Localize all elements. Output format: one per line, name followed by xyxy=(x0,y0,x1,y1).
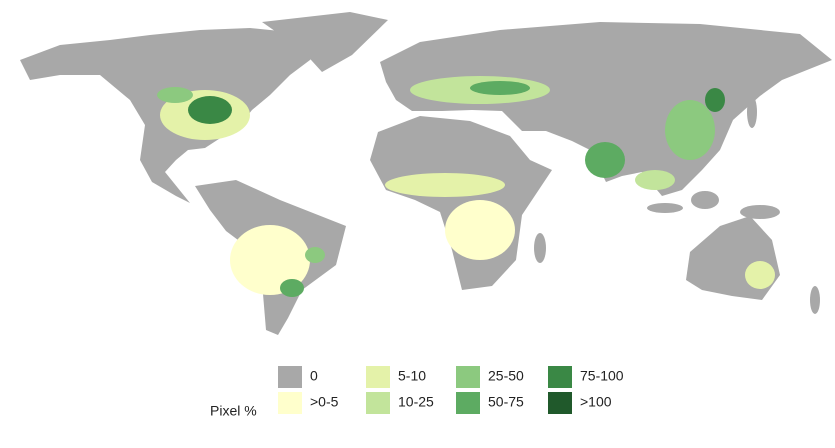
legend-label: 50-75 xyxy=(488,394,524,410)
patch xyxy=(188,96,232,124)
cropland-patches xyxy=(157,76,775,297)
greenland xyxy=(262,12,388,72)
legend-swatch xyxy=(366,392,390,414)
patch xyxy=(157,87,193,103)
patch xyxy=(745,261,775,289)
patch xyxy=(665,100,715,160)
patch xyxy=(705,88,725,112)
africa xyxy=(370,116,552,290)
new-zealand xyxy=(810,286,820,314)
eurasia xyxy=(380,22,832,196)
legend-label: 10-25 xyxy=(398,394,434,410)
world-map xyxy=(20,12,832,335)
patch xyxy=(385,173,505,197)
patch xyxy=(470,81,530,95)
legend-swatch xyxy=(548,366,572,388)
legend-swatch xyxy=(456,392,480,414)
indonesia-2 xyxy=(691,191,719,209)
legend-swatch xyxy=(456,366,480,388)
japan xyxy=(747,96,757,128)
legend-title: Pixel % xyxy=(210,403,257,419)
legend-label: >100 xyxy=(580,394,612,410)
indonesia-1 xyxy=(647,203,683,213)
legend-swatch xyxy=(548,392,572,414)
madagascar xyxy=(534,233,546,263)
new-guinea xyxy=(740,205,780,219)
patch xyxy=(445,200,515,260)
legend-label: 5-10 xyxy=(398,368,426,384)
patch xyxy=(305,247,325,263)
legend-label: 0 xyxy=(310,368,318,384)
patch xyxy=(230,225,310,295)
legend: Pixel % 0 >0-5 5-10 10-25 25-50 50-75 75-100 >1… xyxy=(210,366,624,419)
patch xyxy=(280,279,304,297)
legend-label: 75-100 xyxy=(580,368,624,384)
patch xyxy=(635,170,675,190)
legend-swatch xyxy=(366,366,390,388)
patch xyxy=(585,142,625,178)
legend-swatch xyxy=(278,392,302,414)
uk xyxy=(390,66,402,86)
legend-swatch xyxy=(278,366,302,388)
legend-label: >0-5 xyxy=(310,394,339,410)
legend-label: 25-50 xyxy=(488,368,524,384)
